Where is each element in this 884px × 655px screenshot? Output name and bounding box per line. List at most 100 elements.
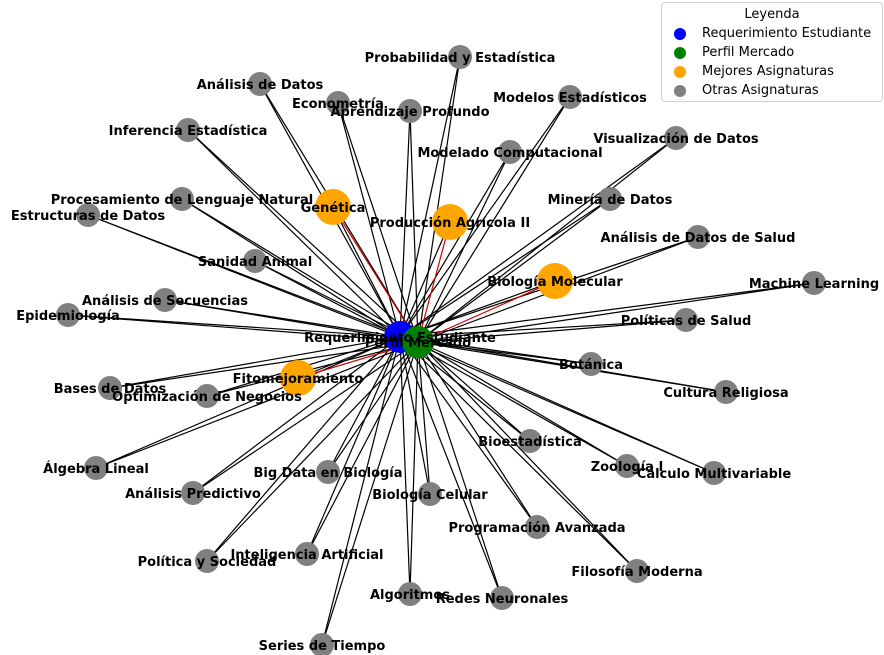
node-analisis-de-datos-de-salud <box>686 225 710 249</box>
edge-biologia-molecular-student <box>399 280 556 338</box>
node-algebra-lineal <box>84 456 108 480</box>
edge-modelos-estadisticos-market <box>417 96 571 343</box>
node-aprendizaje-profundo <box>398 99 422 123</box>
label-procesamiento-de-lenguaje-natural: Procesamiento de Lenguaje Natural <box>51 193 314 208</box>
edge-biologia-celular-student <box>399 336 431 495</box>
node-produccion-agricola-ii <box>432 204 468 240</box>
edge-politica-y-sociedad-student <box>206 336 401 562</box>
edge-modelos-estadisticos-student <box>399 96 571 338</box>
node-inferencia-estadistica <box>176 118 200 142</box>
edge-bases-de-datos-student <box>109 336 401 389</box>
edges <box>67 56 815 646</box>
edge-aprendizaje-profundo-student <box>399 110 411 338</box>
edge-epidemiologia-market <box>67 314 419 343</box>
edge-aprendizaje-profundo-market <box>409 110 419 343</box>
edge-modelado-computacional-market <box>417 151 511 343</box>
node-bioestadistica <box>518 429 542 453</box>
label-optimizacion-de-negocios: Optimización de Negocios <box>112 390 302 405</box>
edge-analisis-predictivo-student <box>192 336 401 494</box>
node-optimizacion-de-negocios <box>195 384 219 408</box>
label-probabilidad-y-estadistica: Probabilidad y Estadística <box>365 51 556 66</box>
node-series-de-tiempo <box>310 633 334 655</box>
edge-algebra-lineal-market <box>95 341 419 469</box>
edge-biologia-celular-market <box>417 341 431 495</box>
node-biologia-celular <box>418 482 442 506</box>
edge-biologia-molecular-market <box>417 280 556 343</box>
label-modelos-estadisticos: Modelos Estadísticos <box>493 91 647 106</box>
node-analisis-de-datos <box>248 72 272 96</box>
node-sanidad-animal <box>243 249 267 273</box>
label-politicas-de-salud: Políticas de Salud <box>621 314 752 329</box>
label-visualizacion-de-datos: Visualización de Datos <box>593 132 759 147</box>
edge-visualizacion-de-datos-student <box>399 137 677 338</box>
edge-zoologia-i-student <box>399 336 628 467</box>
label-produccion-agricola-ii: Producción Agrícola II <box>370 216 530 231</box>
node-inteligencia-artificial <box>295 542 319 566</box>
node-biologia-molecular <box>537 263 573 299</box>
label-algoritmos: Algoritmos <box>370 588 450 603</box>
edge-filosofia-moderna-market <box>417 341 638 572</box>
edge-big-data-en-biologia-student <box>327 336 401 473</box>
edge-econometria-market <box>337 102 419 343</box>
label-sanidad-animal: Sanidad Animal <box>198 255 312 270</box>
label-cultura-religiosa: Cultura Religiosa <box>663 386 788 401</box>
node-genetica <box>315 189 351 225</box>
nodes <box>56 45 826 655</box>
edge-inferencia-estadistica-market <box>187 129 419 343</box>
edge-series-de-tiempo-student <box>321 336 401 646</box>
edge-programacion-avanzada-student <box>399 336 538 528</box>
label-algebra-lineal: Álgebra Lineal <box>43 461 149 477</box>
edge-algebra-lineal-student <box>95 336 401 469</box>
edge-cultura-religiosa-market <box>417 341 727 393</box>
node-procesamiento-de-lenguaje-natural <box>170 187 194 211</box>
node-analisis-de-secuencias <box>153 288 177 312</box>
node-perfil-mercado <box>402 326 434 358</box>
edge-programacion-avanzada-market <box>417 341 538 528</box>
label-botanica: Botánica <box>559 358 623 373</box>
node-mineria-de-datos <box>598 187 622 211</box>
legend-marker-other <box>674 84 686 97</box>
node-modelos-estadisticos <box>558 85 582 109</box>
node-econometria <box>326 91 350 115</box>
node-big-data-en-biologia <box>316 460 340 484</box>
node-programacion-avanzada <box>525 515 549 539</box>
node-visualizacion-de-datos <box>664 126 688 150</box>
label-programacion-avanzada: Programación Avanzada <box>448 521 625 536</box>
edge-inferencia-estadistica-student <box>187 129 401 338</box>
label-big-data-en-biologia: Big Data en Biología <box>253 466 402 481</box>
edge-redes-neuronales-student <box>399 336 503 599</box>
legend-label-other: Otras Asignaturas <box>702 83 819 98</box>
legend-item-other: Otras Asignaturas <box>670 81 874 100</box>
edge-produccion-agricola-ii-market <box>417 221 451 343</box>
edge-filosofia-moderna-student <box>399 336 638 572</box>
node-botanica <box>579 352 603 376</box>
edge-analisis-predictivo-market <box>192 341 419 494</box>
edge-modelado-computacional-student <box>399 151 511 338</box>
label-redes-neuronales: Redes Neuronales <box>436 592 569 607</box>
node-modelado-computacional <box>498 140 522 164</box>
edge-genetica-market <box>332 206 419 343</box>
label-epidemiologia: Epidemiología <box>16 309 120 324</box>
edge-politicas-de-salud-market <box>417 319 687 343</box>
edge-calculo-multivariable-market <box>417 341 715 474</box>
node-estructuras-de-datos <box>76 203 100 227</box>
node-machine-learning <box>802 271 826 295</box>
label-mineria-de-datos: Minería de Datos <box>548 193 673 208</box>
node-fitomejoramiento <box>280 360 316 396</box>
label-aprendizaje-profundo: Aprendizaje Profundo <box>330 105 489 120</box>
node-algoritmos <box>398 582 422 606</box>
label-analisis-de-datos: Análisis de Datos <box>197 78 324 93</box>
edge-epidemiologia-student <box>67 314 401 338</box>
node-redes-neuronales <box>490 586 514 610</box>
legend-item-best: Mejores Asignaturas <box>670 62 874 81</box>
labels: Probabilidad y Estadística Análisis de Da… <box>11 51 879 654</box>
node-bases-de-datos <box>98 376 122 400</box>
edge-big-data-en-biologia-market <box>327 341 419 473</box>
label-estructuras-de-datos: Estructuras de Datos <box>11 209 165 224</box>
label-analisis-de-datos-de-salud: Análisis de Datos de Salud <box>601 231 796 246</box>
label-filosofia-moderna: Filosofía Moderna <box>571 565 702 580</box>
label-politica-y-sociedad: Política y Sociedad <box>138 555 277 570</box>
edge-bases-de-datos-market <box>109 341 419 389</box>
label-requerimiento-estudiante: Requerimiento Estudiante <box>304 331 496 346</box>
label-biologia-molecular: Biología Molecular <box>487 275 623 290</box>
